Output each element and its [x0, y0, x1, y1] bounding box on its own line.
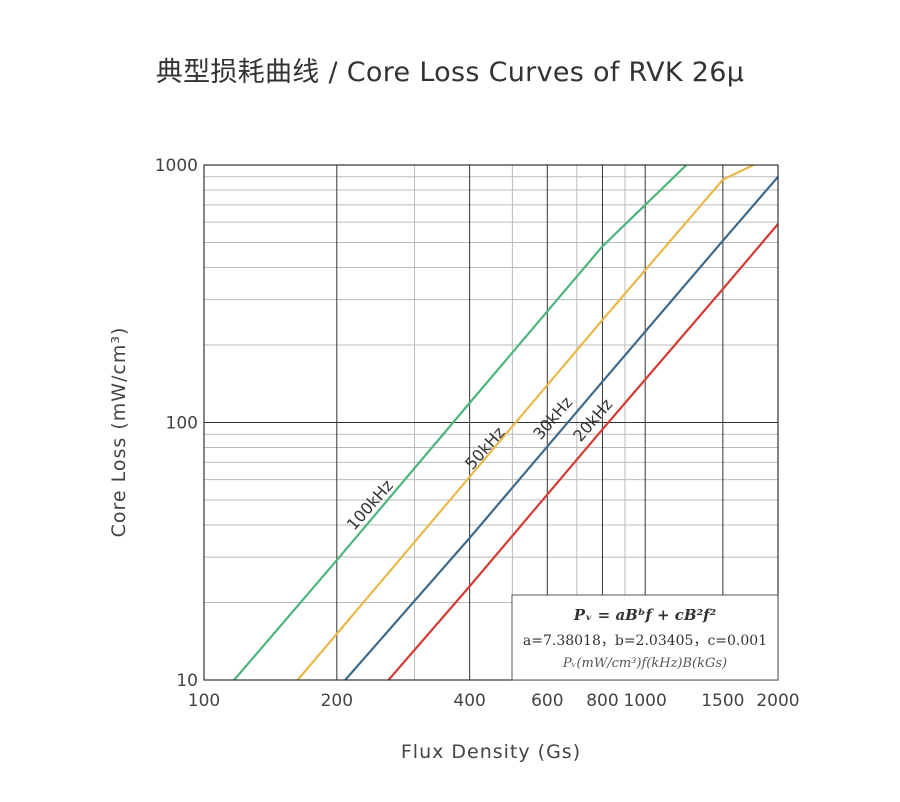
y-tick-label: 100: [166, 414, 198, 434]
formula-coefficients: a=7.38018，b=2.03405，c=0.001: [523, 633, 767, 649]
y-axis-label: Core Loss (mW/cm³): [108, 327, 130, 538]
plot-frame: [203, 164, 779, 681]
y-tick-labels: 10 100 1000: [155, 156, 198, 691]
x-tick-label: 200: [321, 691, 353, 711]
formula-units: Pᵥ(mW/cm³)f(kHz)B(kGs): [562, 656, 727, 671]
x-tick-labels: 100 200 400 600 800 1000 1500 2000: [188, 691, 800, 711]
x-tick-label: 100: [188, 691, 220, 711]
x-axis-label: Flux Density (Gs): [401, 741, 581, 763]
curve-100khz: [233, 164, 688, 681]
formula-main: Pᵥ = aBᵇf + cB²f²: [573, 606, 717, 624]
chart-title: 典型损耗曲线 / Core Loss Curves of RVK 26μ: [155, 57, 745, 88]
y-tick-label: 10: [176, 671, 198, 691]
x-tick-label: 2000: [756, 691, 799, 711]
x-tick-label: 1000: [624, 691, 667, 711]
formula-box: Pᵥ = aBᵇf + cB²f² a=7.38018，b=2.03405，c=…: [511, 594, 779, 681]
curve-50khz: [296, 164, 754, 681]
x-tick-label: 1500: [701, 691, 744, 711]
curve-20khz: [387, 223, 779, 681]
curve-label-50khz: 50kHz: [461, 423, 508, 473]
x-tick-label: 600: [531, 691, 563, 711]
loss-curves: [233, 164, 779, 681]
curve-label-30khz: 30kHz: [529, 393, 576, 443]
x-tick-label: 800: [586, 691, 618, 711]
y-tick-label: 1000: [155, 156, 198, 176]
x-tick-label: 400: [453, 691, 485, 711]
curve-30khz: [344, 176, 779, 681]
formula-box-frame: [511, 594, 779, 681]
minor-grid: [204, 165, 778, 680]
